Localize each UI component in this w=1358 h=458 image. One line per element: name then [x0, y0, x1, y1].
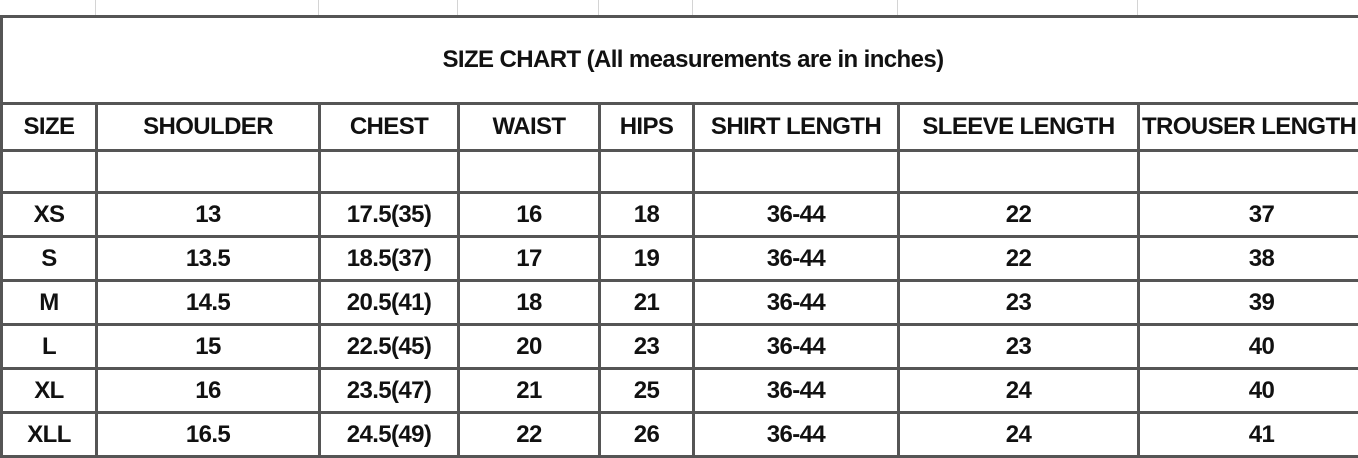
cell-trouser-length[interactable]: 38 — [1139, 237, 1358, 281]
empty-cell[interactable] — [694, 151, 899, 193]
gridline — [598, 0, 599, 15]
cell-size[interactable]: XL — [2, 369, 97, 413]
column-header-chest[interactable]: CHEST — [320, 104, 459, 151]
cell-sleeve-length[interactable]: 23 — [899, 325, 1139, 369]
column-header-sleeve-length[interactable]: SLEEVE LENGTH — [899, 104, 1139, 151]
cell-sleeve-length[interactable]: 24 — [899, 369, 1139, 413]
cell-size[interactable]: S — [2, 237, 97, 281]
cell-sleeve-length[interactable]: 24 — [899, 413, 1139, 457]
gridline — [1137, 0, 1138, 15]
column-header-shirt-length[interactable]: SHIRT LENGTH — [694, 104, 899, 151]
cell-hips[interactable]: 18 — [600, 193, 694, 237]
cell-chest[interactable]: 17.5(35) — [320, 193, 459, 237]
empty-cell[interactable] — [320, 151, 459, 193]
cell-shoulder[interactable]: 14.5 — [97, 281, 320, 325]
cell-sleeve-length[interactable]: 22 — [899, 237, 1139, 281]
spreadsheet-gridlines-row — [0, 0, 1358, 15]
cell-chest[interactable]: 18.5(37) — [320, 237, 459, 281]
cell-shoulder[interactable]: 13 — [97, 193, 320, 237]
cell-waist[interactable]: 22 — [459, 413, 600, 457]
cell-sleeve-length[interactable]: 23 — [899, 281, 1139, 325]
cell-shoulder[interactable]: 16.5 — [97, 413, 320, 457]
cell-hips[interactable]: 19 — [600, 237, 694, 281]
cell-hips[interactable]: 25 — [600, 369, 694, 413]
cell-waist[interactable]: 21 — [459, 369, 600, 413]
cell-trouser-length[interactable]: 41 — [1139, 413, 1358, 457]
gridline — [897, 0, 898, 15]
empty-cell[interactable] — [1139, 151, 1358, 193]
gridline — [457, 0, 458, 15]
cell-shirt-length[interactable]: 36-44 — [694, 281, 899, 325]
empty-cell[interactable] — [97, 151, 320, 193]
cell-waist[interactable]: 16 — [459, 193, 600, 237]
cell-shoulder[interactable]: 15 — [97, 325, 320, 369]
cell-shirt-length[interactable]: 36-44 — [694, 369, 899, 413]
cell-shirt-length[interactable]: 36-44 — [694, 325, 899, 369]
empty-cell[interactable] — [459, 151, 600, 193]
cell-waist[interactable]: 20 — [459, 325, 600, 369]
cell-size[interactable]: XS — [2, 193, 97, 237]
cell-trouser-length[interactable]: 40 — [1139, 325, 1358, 369]
cell-size[interactable]: L — [2, 325, 97, 369]
cell-hips[interactable]: 26 — [600, 413, 694, 457]
cell-chest[interactable]: 24.5(49) — [320, 413, 459, 457]
gridline — [692, 0, 693, 15]
cell-trouser-length[interactable]: 39 — [1139, 281, 1358, 325]
cell-shoulder[interactable]: 16 — [97, 369, 320, 413]
gridline — [318, 0, 319, 15]
cell-chest[interactable]: 20.5(41) — [320, 281, 459, 325]
empty-cell[interactable] — [600, 151, 694, 193]
cell-hips[interactable]: 21 — [600, 281, 694, 325]
empty-cell[interactable] — [899, 151, 1139, 193]
column-header-trouser-length[interactable]: TROUSER LENGTH — [1139, 104, 1358, 151]
size-chart-title[interactable]: SIZE CHART (All measurements are in inch… — [2, 17, 1358, 104]
size-chart-table: SIZE CHART (All measurements are in inch… — [0, 15, 1358, 458]
gridline — [95, 0, 96, 15]
cell-shirt-length[interactable]: 36-44 — [694, 237, 899, 281]
cell-waist[interactable]: 17 — [459, 237, 600, 281]
cell-shoulder[interactable]: 13.5 — [97, 237, 320, 281]
column-header-hips[interactable]: HIPS — [600, 104, 694, 151]
cell-chest[interactable]: 23.5(47) — [320, 369, 459, 413]
column-header-shoulder[interactable]: SHOULDER — [97, 104, 320, 151]
cell-size[interactable]: XLL — [2, 413, 97, 457]
empty-cell[interactable] — [2, 151, 97, 193]
cell-shirt-length[interactable]: 36-44 — [694, 413, 899, 457]
cell-trouser-length[interactable]: 40 — [1139, 369, 1358, 413]
cell-sleeve-length[interactable]: 22 — [899, 193, 1139, 237]
cell-trouser-length[interactable]: 37 — [1139, 193, 1358, 237]
cell-size[interactable]: M — [2, 281, 97, 325]
cell-hips[interactable]: 23 — [600, 325, 694, 369]
column-header-size[interactable]: SIZE — [2, 104, 97, 151]
empty-row — [2, 151, 1358, 193]
cell-waist[interactable]: 18 — [459, 281, 600, 325]
cell-chest[interactable]: 22.5(45) — [320, 325, 459, 369]
column-header-waist[interactable]: WAIST — [459, 104, 600, 151]
cell-shirt-length[interactable]: 36-44 — [694, 193, 899, 237]
